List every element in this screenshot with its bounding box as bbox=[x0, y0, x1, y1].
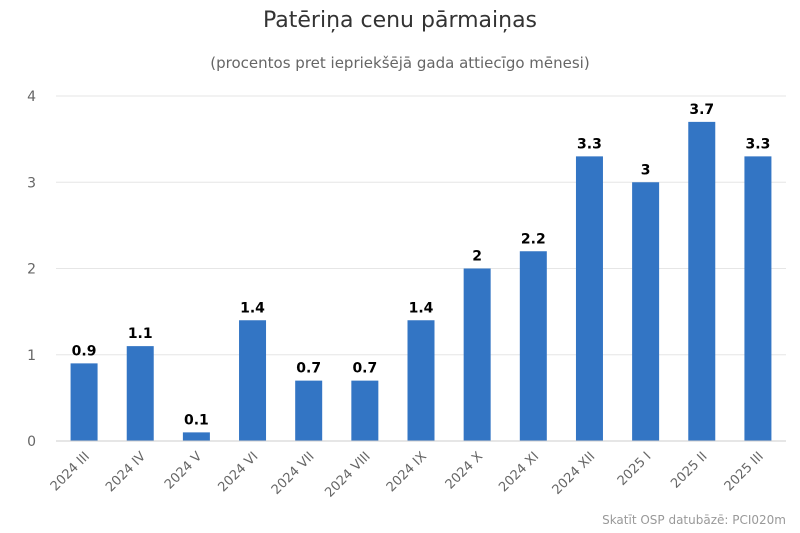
bar bbox=[239, 320, 267, 441]
x-tick-label: 2024 IV bbox=[103, 449, 149, 495]
bar bbox=[575, 156, 603, 441]
x-tick-label: 2024 XII bbox=[550, 449, 599, 498]
bar bbox=[295, 380, 323, 441]
x-tick-label: 2024 VIII bbox=[322, 449, 373, 500]
data-label: 0.7 bbox=[352, 361, 377, 377]
bar bbox=[70, 363, 98, 441]
source-credit-link[interactable]: Skatīt OSP datubāzē: PCI020m bbox=[602, 513, 786, 527]
y-tick-label: 3 bbox=[27, 175, 36, 191]
data-label: 2 bbox=[472, 249, 482, 265]
x-tick-label: 2025 I bbox=[615, 449, 655, 489]
data-label: 3.3 bbox=[746, 136, 771, 152]
data-label: 3.3 bbox=[577, 136, 602, 152]
bar bbox=[463, 268, 491, 441]
x-tick-label: 2024 VII bbox=[269, 449, 318, 498]
x-tick-label: 2025 III bbox=[722, 449, 767, 494]
x-tick-label: 2024 X bbox=[443, 449, 486, 492]
bar bbox=[632, 182, 660, 441]
x-tick-label: 2024 XI bbox=[496, 449, 542, 495]
bar bbox=[744, 156, 772, 441]
y-tick-label: 2 bbox=[27, 262, 36, 278]
bar bbox=[126, 346, 154, 441]
data-label: 2.2 bbox=[521, 231, 546, 247]
bar bbox=[688, 121, 716, 441]
bar bbox=[519, 251, 547, 441]
data-label: 3.7 bbox=[689, 102, 714, 118]
data-label: 0.7 bbox=[296, 361, 321, 377]
x-tick-label: 2024 IX bbox=[384, 449, 430, 495]
chart-title: Patēriņa cenu pārmaiņas bbox=[262, 8, 538, 33]
bar bbox=[407, 320, 435, 441]
x-tick-label: 2024 V bbox=[162, 449, 205, 492]
chart-subtitle: (procentos pret iepriekšējā gada attiecī… bbox=[210, 54, 590, 72]
data-label: 1.4 bbox=[409, 300, 434, 316]
y-tick-label: 1 bbox=[27, 348, 36, 364]
y-tick-label: 4 bbox=[27, 89, 36, 105]
data-label: 0.9 bbox=[72, 343, 97, 359]
data-label: 0.1 bbox=[184, 412, 209, 428]
data-label: 1.4 bbox=[240, 300, 265, 316]
bar bbox=[351, 380, 379, 441]
x-tick-label: 2024 VI bbox=[215, 449, 261, 495]
y-tick-label: 0 bbox=[27, 434, 36, 450]
bar bbox=[182, 432, 210, 441]
data-label: 1.1 bbox=[128, 326, 153, 342]
x-tick-label: 2024 III bbox=[48, 449, 93, 494]
data-label: 3 bbox=[641, 162, 651, 178]
x-tick-label: 2025 II bbox=[668, 449, 710, 491]
